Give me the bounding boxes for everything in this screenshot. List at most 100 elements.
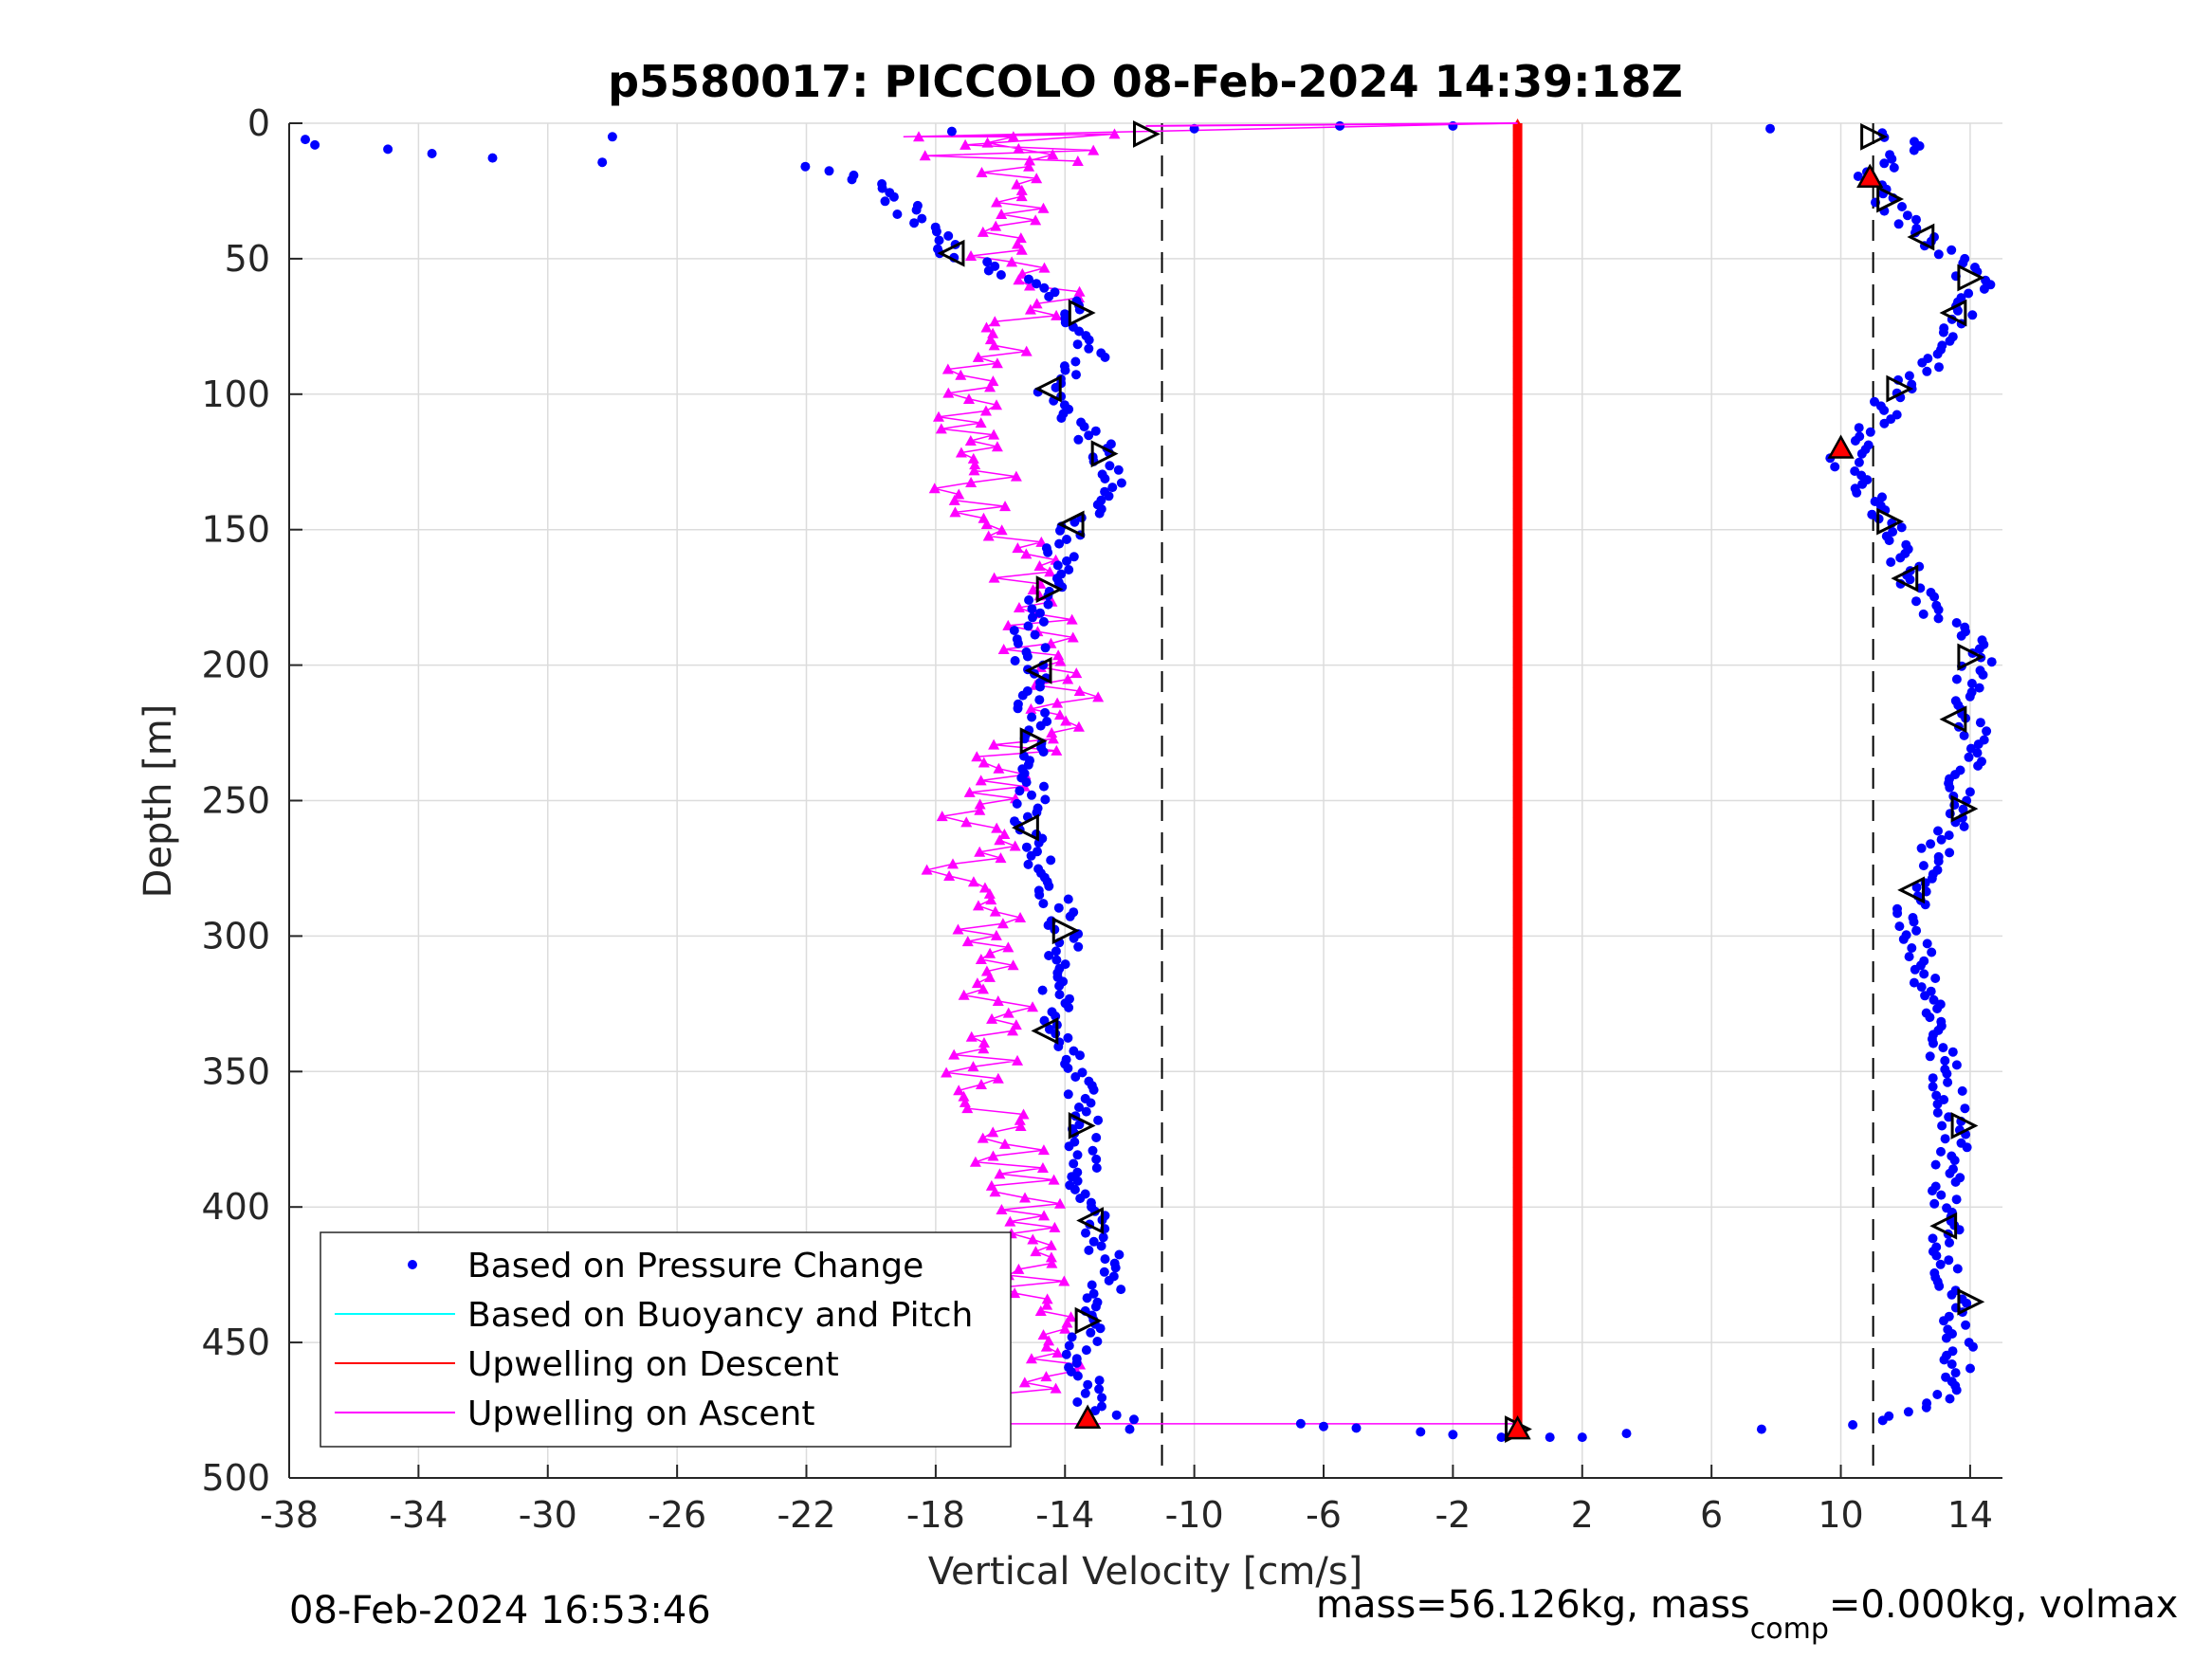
y-axis-label: Depth [m] [137, 704, 180, 899]
pressure-change-point [1053, 1042, 1064, 1051]
upwelling-ascent-point [967, 452, 979, 464]
upwelling-descent-point [1512, 801, 1523, 811]
upwelling-descent-point [1512, 809, 1523, 818]
upwelling-descent-point [1512, 817, 1523, 827]
pressure-change-point [1850, 436, 1860, 446]
upwelling-ascent-point [998, 1138, 1011, 1149]
pressure-change-point [1100, 1254, 1110, 1265]
pressure-change-point [1060, 318, 1070, 328]
upwelling-ascent-point [1073, 685, 1086, 697]
red-triangle-marker [1074, 1404, 1102, 1429]
pressure-change-point [1028, 612, 1037, 623]
pressure-change-point [1069, 933, 1079, 943]
upwelling-descent-point [1512, 517, 1523, 526]
pressure-change-point [1978, 669, 1988, 680]
pressure-change-point [1027, 712, 1037, 722]
pressure-change-point [1919, 969, 1929, 979]
pressure-change-point [1947, 1289, 1957, 1300]
upwelling-ascent-point [990, 929, 1002, 940]
upwelling-ascent-point [964, 434, 977, 446]
upwelling-ascent-point [1009, 840, 1021, 851]
upwelling-ascent-point [1045, 1251, 1057, 1263]
upwelling-ascent-point [948, 494, 960, 505]
pressure-change-point [1064, 1141, 1074, 1152]
pressure-change-point [1879, 405, 1890, 415]
y-tick-label: 0 [247, 102, 270, 144]
upwelling-ascent-point [996, 918, 1009, 929]
pressure-change-point [1074, 1103, 1084, 1112]
upwelling-ascent-point [1006, 256, 1018, 267]
pressure-change-point [1897, 202, 1907, 211]
pressure-change-point [1950, 1368, 1961, 1378]
upwelling-descent-point [1512, 386, 1523, 395]
pressure-change-point [1067, 1332, 1077, 1342]
upwelling-ascent-point [992, 1072, 1004, 1084]
pressure-change-point [1032, 279, 1042, 289]
upwelling-descent-point [1512, 232, 1523, 242]
pressure-change-point [1949, 1156, 1960, 1165]
upwelling-ascent-point [1059, 1322, 1071, 1334]
pressure-change-point [1911, 883, 1922, 892]
upwelling-descent-point [1512, 1411, 1523, 1420]
upwelling-ascent-point [1031, 173, 1043, 184]
pressure-change-point [934, 235, 944, 246]
pressure-change-point [1947, 245, 1957, 255]
upwelling-ascent-point [961, 936, 974, 947]
legend-label: Upwelling on Ascent [467, 1395, 814, 1433]
pressure-change-point [427, 149, 437, 158]
pressure-change-point [1096, 1241, 1106, 1251]
upwelling-descent-point [1512, 1207, 1523, 1216]
pressure-change-point [1088, 1085, 1099, 1095]
legend-box [320, 1231, 1012, 1448]
upwelling-descent-point [1512, 1361, 1523, 1371]
upwelling-ascent-point [1053, 709, 1066, 720]
pressure-change-point [1072, 1176, 1083, 1186]
pressure-change-point [1022, 651, 1033, 662]
pressure-change-point [1099, 1267, 1109, 1277]
pressure-change-point [1925, 1051, 1935, 1062]
pressure-change-point [1929, 1038, 1938, 1048]
pressure-change-point [892, 210, 903, 219]
direction-triangle-marker [937, 239, 965, 267]
upwelling-ascent-point [1073, 285, 1086, 297]
upwelling-descent-point [1512, 508, 1523, 518]
pressure-change-point [1950, 1176, 1961, 1187]
pressure-change-point [1090, 426, 1101, 436]
pressure-change-point [1024, 274, 1033, 284]
pressure-change-point [1055, 525, 1065, 536]
upwelling-ascent-point [958, 1090, 970, 1102]
pressure-change-point [1916, 843, 1927, 853]
pressure-change-point [1094, 508, 1105, 519]
upwelling-descent-point [1512, 1386, 1523, 1395]
upwelling-ascent-point [1060, 715, 1072, 726]
pressure-change-point [1911, 596, 1921, 607]
upwelling-ascent-point [993, 762, 1005, 774]
pressure-change-point [1064, 1340, 1074, 1351]
upwelling-descent-point [1512, 289, 1523, 299]
pressure-change-point [1062, 556, 1071, 566]
pressure-change-point [1054, 990, 1065, 1000]
upwelling-descent-point [1512, 1045, 1523, 1054]
pressure-change-point [1054, 981, 1065, 991]
pressure-change-point [1974, 683, 1984, 693]
pressure-change-point [1069, 1184, 1080, 1194]
pressure-change-point [1084, 430, 1094, 441]
upwelling-descent-point [1512, 492, 1523, 501]
pressure-change-point [1114, 1249, 1124, 1260]
pressure-change-point [1051, 382, 1061, 392]
upwelling-descent-point [1512, 1061, 1523, 1070]
pressure-change-point [1087, 1280, 1097, 1290]
upwelling-ascent-point [1015, 911, 1027, 922]
pressure-change-point [1927, 947, 1937, 957]
upwelling-ascent-point [941, 1066, 953, 1078]
upwelling-descent-point [1512, 1158, 1523, 1168]
upwelling-ascent-point [975, 953, 987, 964]
pressure-change-point [1945, 1237, 1954, 1248]
upwelling-descent-point [1512, 1345, 1523, 1355]
upwelling-descent-point [1512, 760, 1523, 770]
pressure-change-point [1071, 1358, 1082, 1368]
pressure-change-point [1964, 752, 1974, 762]
upwelling-ascent-point [1012, 542, 1024, 554]
upwelling-ascent-point [991, 357, 1003, 369]
pressure-change-point [301, 135, 310, 145]
